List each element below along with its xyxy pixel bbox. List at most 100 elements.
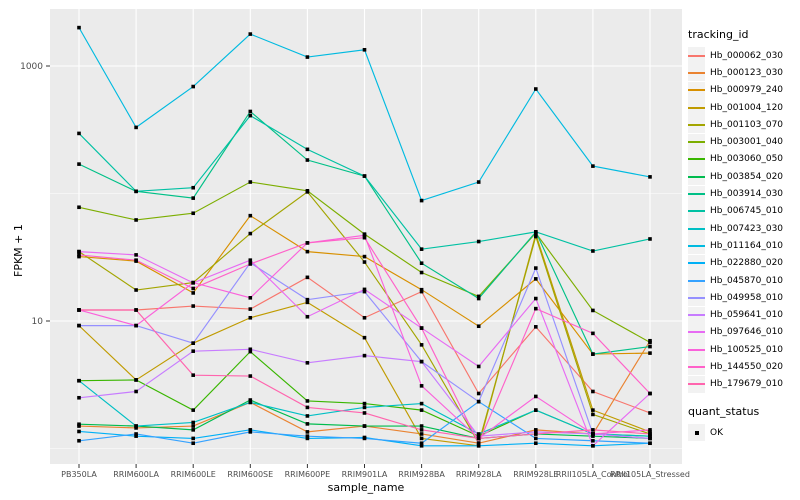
data-point xyxy=(591,432,595,436)
legend-item-label: Hb_049958_010 xyxy=(710,292,784,303)
data-point xyxy=(305,414,310,418)
data-point xyxy=(248,32,253,36)
data-point xyxy=(77,429,81,434)
black-square-marker-icon xyxy=(694,430,699,435)
legend-key xyxy=(688,185,705,203)
data-point xyxy=(248,258,253,262)
data-point xyxy=(191,211,195,216)
legend-key-line-icon xyxy=(688,383,705,386)
data-point xyxy=(591,164,595,168)
legend-item: Hb_011164_010 xyxy=(688,237,800,255)
data-point xyxy=(534,430,538,434)
data-point xyxy=(305,275,310,280)
data-point xyxy=(77,249,81,254)
data-point xyxy=(362,235,367,240)
data-point xyxy=(534,436,538,441)
legend-key-line-icon xyxy=(688,158,705,161)
data-point xyxy=(305,314,310,319)
legend-item-label: Hb_000123_030 xyxy=(710,67,784,78)
x-tick-label: RRIM928BA xyxy=(398,470,445,479)
data-point xyxy=(648,434,652,438)
x-tick-label: RRII105LA_Stressed xyxy=(610,470,690,479)
legend-item: Hb_179679_010 xyxy=(688,375,800,393)
x-tick-label: RRIM600SE xyxy=(227,470,273,479)
data-point xyxy=(534,230,538,234)
data-point xyxy=(534,306,538,311)
legend-key xyxy=(688,133,705,151)
legend-key xyxy=(688,272,705,289)
data-point xyxy=(191,349,195,353)
data-point xyxy=(134,426,138,430)
data-point xyxy=(476,391,481,396)
data-point xyxy=(419,432,424,436)
data-point xyxy=(134,308,138,312)
data-point xyxy=(534,234,538,239)
legend-item: Hb_003060_050 xyxy=(688,150,800,168)
legend-key xyxy=(688,99,705,117)
data-point xyxy=(305,188,310,193)
data-point xyxy=(362,289,367,294)
data-point xyxy=(419,326,424,330)
data-point xyxy=(476,443,481,448)
legend-key xyxy=(688,289,705,307)
data-point xyxy=(534,296,538,301)
legend-key-line-icon xyxy=(688,314,705,317)
legend-key xyxy=(688,202,705,220)
data-point xyxy=(305,422,310,426)
legend-item-label: Hb_045870_010 xyxy=(710,275,784,286)
data-point xyxy=(362,405,367,410)
legend-item-label: Hb_022880_020 xyxy=(710,258,784,269)
data-point xyxy=(362,353,367,358)
data-point xyxy=(534,428,538,432)
legend-item-label: Hb_000062_030 xyxy=(710,50,784,61)
data-point xyxy=(248,307,253,311)
data-point xyxy=(419,443,424,448)
legend-key xyxy=(688,47,705,65)
data-point xyxy=(191,408,195,412)
data-point xyxy=(362,411,367,415)
legend-key-line-icon xyxy=(688,244,705,247)
data-point xyxy=(419,436,424,441)
data-point xyxy=(191,436,195,441)
legend-item-label: Hb_003854_020 xyxy=(710,171,784,182)
quant-status-items: OK xyxy=(688,424,800,442)
data-point xyxy=(191,196,195,200)
quant-status-item: OK xyxy=(688,424,800,442)
legend-key xyxy=(688,168,705,186)
data-point xyxy=(419,270,424,275)
data-point xyxy=(134,288,138,292)
legend-key xyxy=(688,81,705,99)
data-point xyxy=(476,432,481,436)
data-point xyxy=(248,347,253,352)
legend-item-label: Hb_059641_010 xyxy=(710,310,784,321)
legend-key xyxy=(688,150,705,168)
x-tick-label: RRIM901LA xyxy=(342,470,388,479)
data-point xyxy=(191,341,195,345)
legend-key-line-icon xyxy=(688,106,705,109)
data-point xyxy=(534,277,538,281)
data-point xyxy=(305,405,310,410)
data-point xyxy=(419,408,424,412)
legend-key-line-icon xyxy=(688,331,705,334)
legend-key-line-icon xyxy=(688,193,705,196)
legend-item-label: Hb_001103_070 xyxy=(710,119,784,130)
legend-item-label: Hb_003914_030 xyxy=(710,189,784,200)
data-point xyxy=(248,296,253,300)
data-point xyxy=(534,87,538,91)
data-point xyxy=(591,438,595,443)
data-point xyxy=(248,109,253,114)
legend-item-label: Hb_000979_240 xyxy=(710,85,784,96)
legend-key-line-icon xyxy=(688,141,705,144)
x-tick-label: RRIM600LA xyxy=(113,470,159,479)
data-point xyxy=(591,428,595,432)
data-point xyxy=(476,399,481,404)
data-point xyxy=(591,408,595,412)
legend-key xyxy=(688,323,705,341)
legend-key xyxy=(688,254,705,272)
data-point xyxy=(191,424,195,428)
data-point xyxy=(591,308,595,313)
data-point xyxy=(191,280,195,285)
data-point xyxy=(134,432,138,436)
legend-key-line-icon xyxy=(688,210,705,213)
data-point xyxy=(77,422,81,427)
